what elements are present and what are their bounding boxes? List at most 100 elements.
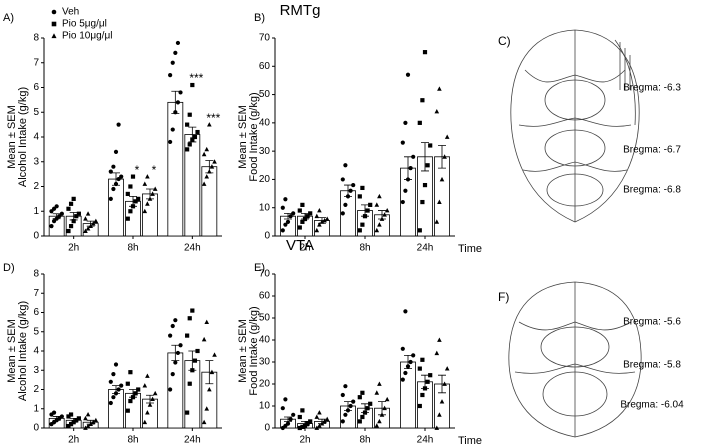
- data-point: [125, 408, 130, 413]
- bar: [400, 361, 416, 429]
- data-point: [168, 333, 173, 338]
- data-point: [83, 425, 88, 430]
- y-tick-label: 8: [33, 269, 39, 280]
- data-point: [343, 384, 348, 389]
- bregma-label: Bregma: -6.3: [623, 83, 681, 94]
- data-point: [145, 174, 150, 179]
- data-point: [113, 362, 119, 367]
- data-point: [360, 390, 365, 395]
- data-point: [308, 419, 313, 424]
- data-point: [400, 140, 405, 145]
- data-point: [207, 386, 212, 392]
- error-bar: [284, 416, 292, 422]
- data-point: [444, 366, 450, 371]
- data-point: [209, 369, 215, 375]
- data-point: [190, 82, 195, 88]
- data-point: [365, 406, 370, 411]
- y-tick-label: 6: [33, 307, 39, 318]
- data-point: [357, 395, 362, 400]
- y-tick-label: 6: [33, 82, 39, 93]
- data-point: [314, 213, 320, 219]
- data-point: [190, 368, 195, 373]
- data-point: [434, 109, 440, 114]
- y-tick-label: 0: [264, 231, 270, 242]
- data-point: [111, 395, 116, 400]
- data-point: [300, 408, 305, 413]
- data-point: [291, 211, 296, 216]
- y-tick-label: 60: [259, 291, 271, 302]
- data-point: [173, 360, 178, 365]
- data-point: [324, 416, 330, 422]
- panel-label: E): [254, 262, 265, 274]
- data-point: [108, 196, 113, 201]
- data-point: [314, 414, 320, 419]
- data-point: [195, 348, 200, 354]
- data-point: [285, 219, 291, 224]
- data-point: [439, 399, 445, 404]
- data-point: [71, 219, 76, 224]
- y-tick-label: 3: [33, 156, 39, 167]
- data-point: [340, 211, 345, 216]
- data-point: [408, 166, 413, 171]
- data-point: [368, 202, 373, 207]
- y-tick-label: 1: [33, 403, 39, 414]
- data-point: [152, 186, 158, 191]
- data-point: [374, 390, 380, 395]
- y-tick-label: 8: [33, 33, 39, 44]
- y-tick-label: 40: [259, 335, 271, 346]
- bar: [201, 166, 218, 237]
- data-point: [280, 406, 285, 411]
- data-point: [178, 343, 183, 348]
- data-point: [417, 228, 422, 233]
- data-point: [93, 218, 99, 224]
- error-bar: [438, 145, 446, 169]
- data-point: [187, 142, 192, 147]
- data-point: [405, 364, 411, 369]
- data-point: [428, 373, 433, 378]
- data-point: [150, 191, 155, 196]
- data-point: [185, 147, 190, 152]
- x-tick-label: 2h: [299, 435, 310, 446]
- error-bar: [284, 212, 292, 220]
- bar: [434, 156, 450, 237]
- y-axis-label: Mean ± SEM: [6, 319, 18, 383]
- x-tick-label: 2h: [68, 435, 79, 446]
- data-point: [357, 419, 362, 424]
- data-point: [49, 209, 54, 214]
- data-point: [175, 350, 181, 356]
- legend-label: Veh: [62, 7, 79, 18]
- data-point: [317, 222, 322, 227]
- y-tick-label: 50: [259, 313, 271, 324]
- data-point: [187, 316, 192, 321]
- data-point: [128, 370, 133, 375]
- data-point: [280, 205, 285, 210]
- legend-label: Pio 5μg/μl: [62, 19, 107, 30]
- data-point: [428, 143, 433, 148]
- y-tick-label: 70: [259, 269, 271, 280]
- data-point: [319, 421, 325, 426]
- y-axis-label: Alcohol Intake (g/kg): [17, 87, 29, 187]
- panel-label: D): [3, 262, 15, 274]
- data-point: [442, 381, 447, 386]
- y-axis-label: Mean ± SEM: [237, 105, 249, 169]
- x-tick-label: 24h: [184, 243, 201, 254]
- data-point: [204, 319, 210, 325]
- data-point: [119, 174, 124, 179]
- data-point: [400, 346, 405, 351]
- data-point: [340, 392, 345, 398]
- data-point: [54, 204, 59, 209]
- data-point: [185, 122, 190, 127]
- data-point: [302, 216, 308, 222]
- bar: [167, 101, 184, 237]
- data-point: [357, 194, 362, 199]
- data-point: [434, 350, 440, 356]
- data-point: [83, 415, 88, 421]
- data-point: [66, 206, 71, 211]
- data-point: [212, 159, 217, 164]
- data-point: [348, 188, 353, 193]
- x-axis-label: Time: [458, 243, 482, 255]
- data-point: [420, 199, 425, 205]
- data-point: [74, 214, 79, 219]
- data-point: [111, 164, 116, 169]
- data-point: [147, 196, 153, 201]
